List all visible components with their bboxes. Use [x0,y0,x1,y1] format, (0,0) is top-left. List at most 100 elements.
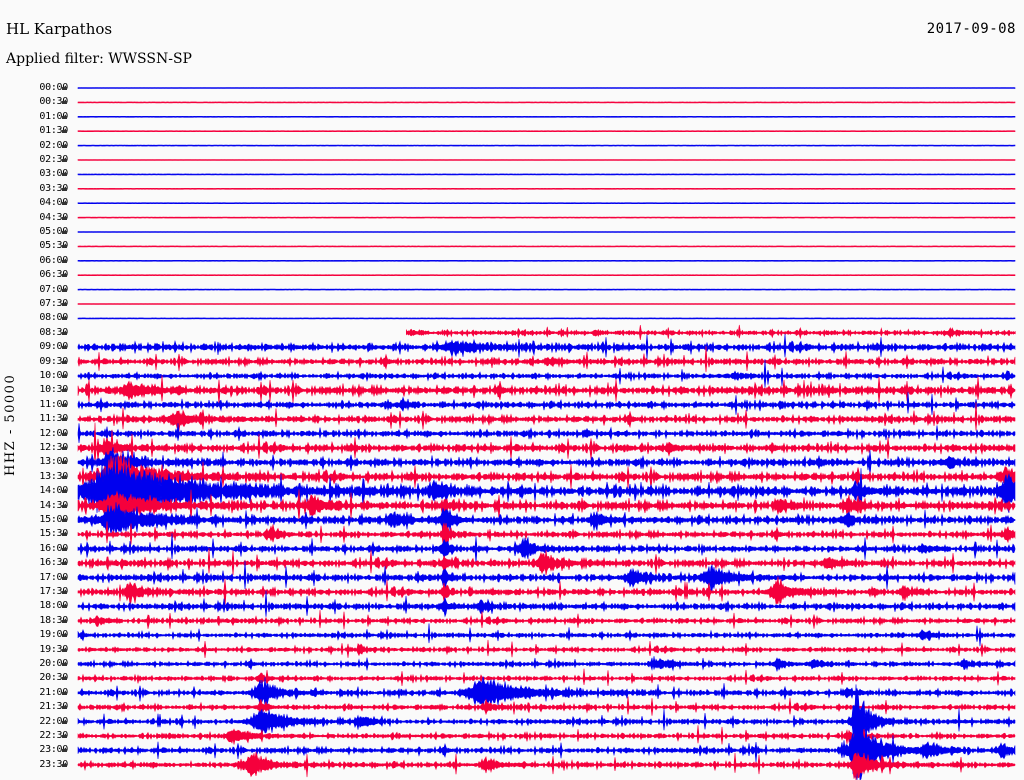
time-axis-label: 15:30 [39,528,68,540]
time-axis-label: 03:30 [39,182,68,194]
time-axis-label: 19:00 [39,629,68,641]
seismic-trace-row [77,502,1016,537]
seismic-trace-row [77,144,1016,147]
seismic-trace-row [77,375,1016,405]
recording-date: 2017-09-08 [926,21,1016,37]
time-axis-label: 01:30 [39,125,68,137]
time-axis-label: 06:30 [39,269,68,281]
time-axis-label: 12:00 [39,427,68,439]
seismic-trace-row [77,101,1016,104]
time-axis-label: 02:00 [39,139,68,151]
seismic-trace-row [77,303,1016,305]
time-axis-label: 01:00 [39,110,68,122]
seismic-trace-row [77,725,1016,745]
time-axis-label: 12:30 [39,442,68,453]
time-axis-label: 21:00 [39,686,68,698]
seismic-trace-row [77,359,1016,388]
time-axis-label: 09:00 [39,341,68,353]
seismic-trace-row [77,231,1016,233]
seismic-trace-row [77,288,1016,291]
time-axis-label: 11:30 [39,413,68,425]
time-axis-label: 20:00 [39,658,68,669]
seismic-trace-row [77,345,1016,373]
time-axis-label: 11:00 [39,398,68,410]
seismic-trace-row [77,87,1016,89]
time-axis-label: 14:00 [39,485,68,497]
seismic-trace-row [405,324,1016,340]
time-axis-label: 06:00 [39,254,68,266]
seismic-trace-row [77,548,1016,576]
time-axis-label: 02:30 [39,154,68,165]
applied-filter-label: Applied filter: WWSSN-SP [6,51,192,67]
seismic-trace-row [77,533,1016,565]
time-axis-label: 00:00 [39,82,68,93]
seismic-trace-row [77,391,1016,416]
time-axis-label: 14:30 [39,499,68,511]
time-axis-label: 03:00 [39,168,68,180]
seismic-trace-row [77,452,1016,501]
seismic-trace-row [77,130,1016,133]
time-axis-label: 07:30 [39,298,68,309]
time-axis-label: 18:30 [39,614,68,626]
seismic-trace-row [77,202,1016,205]
seismic-trace-row [77,423,1016,444]
seismic-trace-row [77,684,1016,749]
seismic-trace-row [77,187,1016,190]
seismic-trace-row [77,696,1016,717]
time-axis-label: 10:30 [39,384,68,396]
seismic-trace-row [77,521,1016,546]
time-axis-label: 17:00 [39,571,68,583]
seismic-trace-row [77,447,1016,477]
time-axis-label: 09:30 [39,355,68,367]
time-axis-label: 04:00 [39,197,68,209]
time-axis-label: 07:00 [39,283,68,295]
seismic-trace-row [77,668,1016,687]
seismic-trace-row [77,560,1016,593]
time-axis-label: 16:00 [39,542,68,554]
seismic-trace-row [77,259,1016,262]
seismic-trace-row [77,422,1016,470]
seismic-trace-row [77,489,1016,523]
seismic-trace-row [77,333,1016,360]
seismic-trace-row [77,115,1016,118]
seismic-trace-row [77,576,1016,608]
time-axis-label: 17:30 [39,586,68,597]
time-axis-label: 04:30 [39,211,68,223]
seismic-trace-row [77,609,1016,630]
time-axis-label: 20:30 [39,672,68,684]
seismic-trace-row [77,656,1016,672]
seismic-trace-row [77,676,1016,710]
time-axis-label: 05:00 [39,226,68,237]
seismic-trace-row [77,590,1016,618]
station-title: HL Karpathos [6,20,113,38]
seismic-trace-row [77,751,1016,780]
time-axis-label: 05:30 [39,240,68,252]
time-axis-label: 10:00 [39,370,68,381]
seismic-trace-row [77,245,1016,248]
time-axis-label: 23:00 [39,744,68,756]
seismic-trace-row [77,402,1016,432]
time-axis-label: 08:30 [39,326,68,338]
time-axis-label: 00:30 [39,96,68,108]
seismic-trace-row [77,159,1016,161]
seismic-trace-row [77,623,1016,647]
time-axis-label: 15:00 [39,514,68,525]
time-axis-label: 13:30 [39,470,68,482]
seismic-trace-row [77,274,1016,277]
seismic-trace-row [77,173,1016,176]
time-axis-label: 23:30 [39,758,68,770]
time-axis-label: 08:00 [39,312,68,324]
time-axis-label: 21:30 [39,701,68,713]
time-axis-label: 13:00 [39,456,68,468]
seismic-trace-row [77,452,1016,526]
time-axis: 00:00 00:30 01:00 01:30 02:00 02:30 03:00 03:30… [10,0,68,780]
time-axis-label: 22:00 [39,715,68,727]
seismic-trace-row [77,639,1016,658]
time-axis-label: 18:00 [39,600,68,612]
seismic-trace-row [77,703,1016,780]
time-axis-label: 16:30 [39,557,68,569]
seismic-trace-row [77,216,1016,219]
